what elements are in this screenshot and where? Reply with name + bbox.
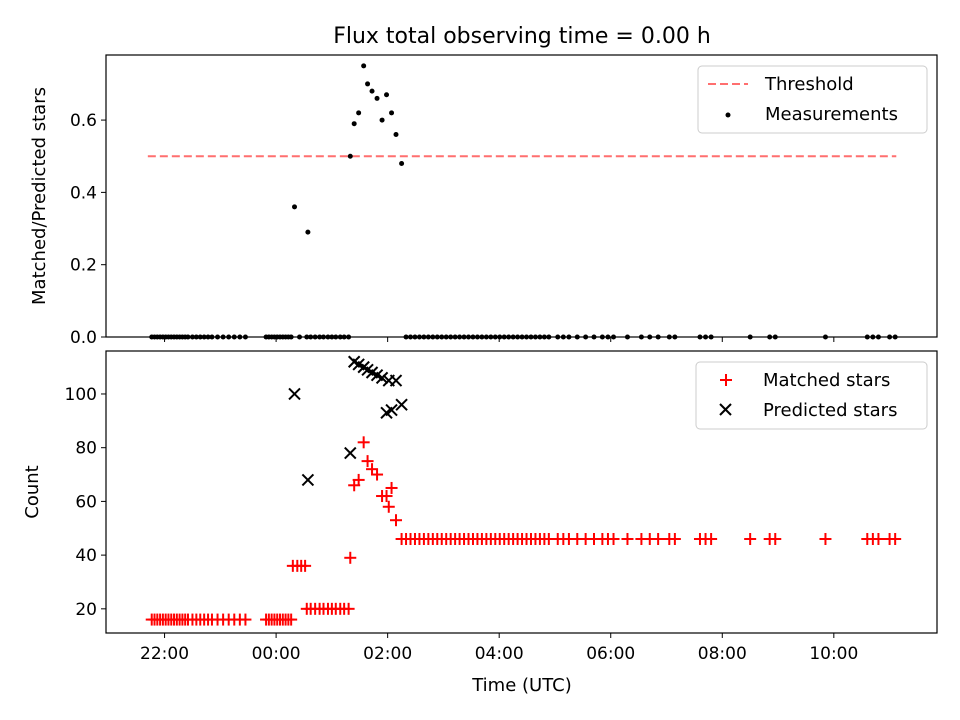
matched-star-point <box>380 490 393 503</box>
matched-star-point <box>366 463 379 476</box>
bottom-y-tick-label: 40 <box>75 546 97 566</box>
matched-star-point <box>371 468 384 481</box>
measurement-point <box>292 204 298 210</box>
bottom-y-axis-label: Count <box>22 465 43 518</box>
measurement-point <box>393 132 399 138</box>
matched-star-point <box>889 533 902 545</box>
bottom-y-tick-label: 20 <box>75 600 97 620</box>
measurement-point <box>399 160 405 166</box>
measurement-point <box>305 229 311 235</box>
bottom-legend-box <box>695 361 928 430</box>
matched-star-point <box>352 473 365 486</box>
matched-star-point <box>382 500 395 513</box>
predicted-star-point <box>385 403 398 417</box>
matched-star-point <box>385 481 398 494</box>
matched-star-point <box>390 514 403 527</box>
measurement-point <box>369 88 375 94</box>
bottom-y-tick-label: 60 <box>75 492 97 512</box>
predicted-star-point <box>375 371 389 385</box>
bottom-y-tick-label: 80 <box>75 439 97 459</box>
x-tick-label: 10:00 <box>809 644 858 664</box>
measurement-point <box>384 92 390 98</box>
x-tick-label: 02:00 <box>363 644 412 664</box>
legend-predicted-label: Predicted stars <box>763 400 897 421</box>
legend-threshold-label: Threshold <box>764 74 854 95</box>
matched-star-point <box>239 613 252 626</box>
matched-star-point <box>361 455 374 468</box>
predicted-star-point <box>301 473 315 487</box>
matched-star-point <box>668 533 681 545</box>
predicted-star-point <box>288 387 301 401</box>
matched-star-point <box>607 533 620 545</box>
measurement-point <box>351 121 357 127</box>
bottom-legend: Matched stars Predicted stars <box>695 361 928 430</box>
measurement-point <box>379 117 385 123</box>
legend-matched-label: Matched stars <box>763 370 890 391</box>
x-tick-label: 06:00 <box>586 644 635 664</box>
top-y-axis-label: Matched/Predicted stars <box>29 87 50 305</box>
measurement-point <box>361 63 367 69</box>
legend-predicted-swatch <box>719 403 732 416</box>
matched-star-point <box>652 533 665 545</box>
x-tick-label: 00:00 <box>252 644 301 664</box>
matched-star-point <box>769 533 782 545</box>
top-legend-box <box>697 65 928 134</box>
top-y-tick-label: 0.0 <box>70 328 97 348</box>
measurement-point <box>347 153 353 159</box>
bottom-axes-frame <box>105 350 938 634</box>
top-axes-frame <box>105 54 938 338</box>
matched-star-point <box>342 602 355 615</box>
top-panel: 0.0 0.2 0.4 0.6 Matched/Predicted stars Thr… <box>29 54 938 348</box>
measurement-point <box>356 110 362 116</box>
top-y-tick-label: 0.6 <box>70 111 97 131</box>
predicted-star-point <box>395 398 408 411</box>
matched-star-point <box>705 533 718 545</box>
legend-matched-swatch <box>720 374 732 386</box>
x-tick-label: 22:00 <box>140 644 189 664</box>
x-tick-label: 04:00 <box>475 644 524 664</box>
bottom-y-tick-label: 100 <box>65 385 97 405</box>
chart-title: Flux total observing time = 0.00 h <box>333 24 711 49</box>
matched-star-point <box>744 533 757 545</box>
x-tick-label: 08:00 <box>698 644 747 664</box>
bottom-panel: 20 40 60 80 100 22:00 00:00 02:00 04:00 06:00 08:… <box>22 350 938 696</box>
measurement-point <box>374 95 380 101</box>
matched-star-point <box>819 533 832 545</box>
measurement-point <box>365 81 371 87</box>
matched-star-point <box>285 613 298 626</box>
top-legend: Threshold Measurements <box>697 65 928 134</box>
top-y-tick-label: 0.2 <box>70 256 97 276</box>
matched-star-point <box>299 559 312 572</box>
legend-measurements-label: Measurements <box>765 104 898 125</box>
measurement-point <box>389 110 395 116</box>
x-axis-label: Time (UTC) <box>471 675 572 696</box>
predicted-star-point <box>344 446 357 460</box>
predicted-star-point <box>389 374 403 387</box>
matched-star-point <box>357 436 370 449</box>
matched-star-point <box>872 533 885 545</box>
matched-star-point <box>344 551 357 564</box>
top-y-tick-label: 0.4 <box>70 183 97 203</box>
matched-star-point <box>621 533 634 545</box>
legend-measurements-swatch <box>725 112 731 118</box>
